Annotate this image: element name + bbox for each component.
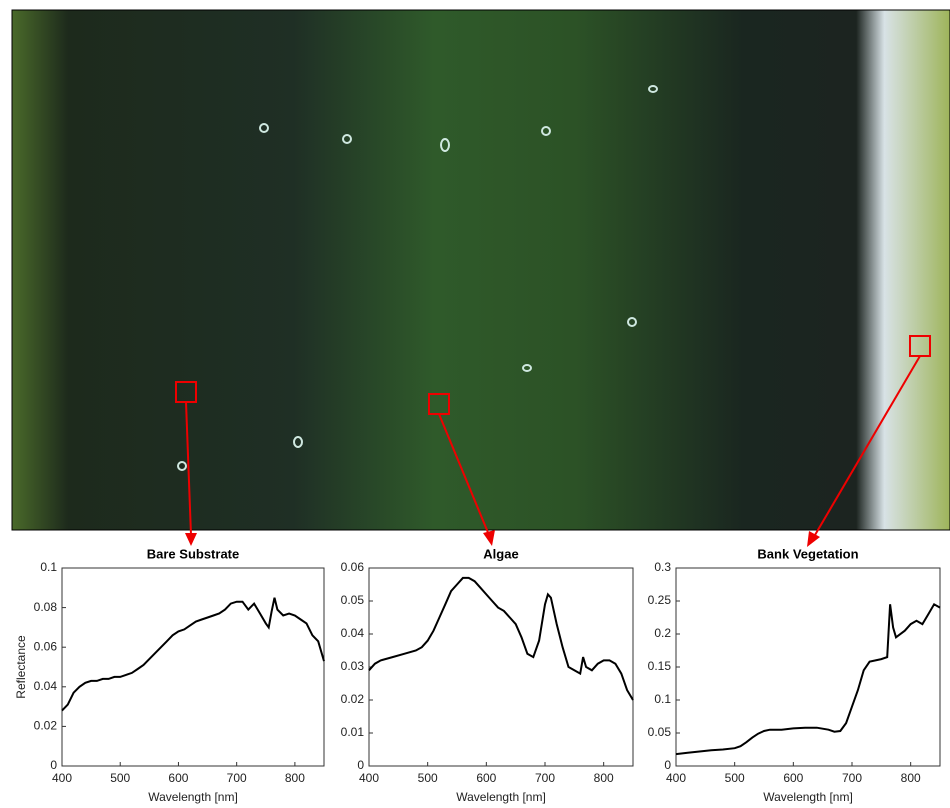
x-tick-label: 500 bbox=[110, 771, 130, 785]
axes-box bbox=[676, 568, 940, 766]
y-tick-label: 0.02 bbox=[34, 719, 58, 733]
y-tick-label: 0.05 bbox=[648, 725, 672, 739]
x-tick-label: 700 bbox=[535, 771, 555, 785]
y-tick-label: 0.1 bbox=[654, 692, 671, 706]
y-tick-label: 0.2 bbox=[654, 626, 671, 640]
chart-title: Algae bbox=[483, 546, 518, 561]
y-tick-label: 0.15 bbox=[648, 659, 672, 673]
y-tick-label: 0 bbox=[664, 758, 671, 772]
x-tick-label: 400 bbox=[359, 771, 379, 785]
y-tick-label: 0.04 bbox=[341, 626, 365, 640]
aerial-image bbox=[12, 10, 950, 547]
x-tick-label: 800 bbox=[594, 771, 614, 785]
y-tick-label: 0 bbox=[357, 758, 364, 772]
x-tick-label: 600 bbox=[168, 771, 188, 785]
axes-box bbox=[369, 568, 633, 766]
figure: 0 0.02 0.04 0.06 0.08 0.1 400 500 600 700 800 Bare … bbox=[0, 0, 950, 808]
arrowheads bbox=[185, 530, 820, 547]
x-axis-label: Wavelength [nm] bbox=[763, 790, 853, 804]
y-tick-label: 0.01 bbox=[341, 725, 365, 739]
x-axis-label: Wavelength [nm] bbox=[148, 790, 238, 804]
y-tick-label: 0.25 bbox=[648, 593, 672, 607]
chart-title: Bare Substrate bbox=[147, 546, 239, 561]
y-tick-label: 0.06 bbox=[34, 639, 58, 653]
image-area bbox=[12, 10, 950, 530]
x-tick-label: 500 bbox=[418, 771, 438, 785]
x-tick-label: 800 bbox=[901, 771, 921, 785]
y-axis-label: Reflectance bbox=[14, 635, 28, 699]
axes-box bbox=[62, 568, 324, 766]
x-tick-label: 700 bbox=[842, 771, 862, 785]
y-tick-label: 0.06 bbox=[341, 560, 365, 574]
y-tick-label: 0.02 bbox=[341, 692, 365, 706]
y-tick-label: 0.04 bbox=[34, 679, 58, 693]
y-tick-label: 0.08 bbox=[34, 600, 58, 614]
x-tick-label: 600 bbox=[783, 771, 803, 785]
x-tick-label: 600 bbox=[476, 771, 496, 785]
x-tick-label: 500 bbox=[725, 771, 745, 785]
chart-title: Bank Vegetation bbox=[757, 546, 858, 561]
y-tick-label: 0.1 bbox=[40, 560, 57, 574]
x-axis-label: Wavelength [nm] bbox=[456, 790, 546, 804]
y-tick-label: 0.05 bbox=[341, 593, 365, 607]
y-tick-label: 0.03 bbox=[341, 659, 365, 673]
y-tick-label: 0.3 bbox=[654, 560, 671, 574]
y-tick-label: 0 bbox=[50, 758, 57, 772]
page: {"chart_data": [ {"type": "line", "title… bbox=[0, 0, 950, 808]
x-tick-label: 400 bbox=[666, 771, 686, 785]
x-tick-label: 800 bbox=[285, 771, 305, 785]
x-tick-label: 700 bbox=[227, 771, 247, 785]
x-tick-label: 400 bbox=[52, 771, 72, 785]
